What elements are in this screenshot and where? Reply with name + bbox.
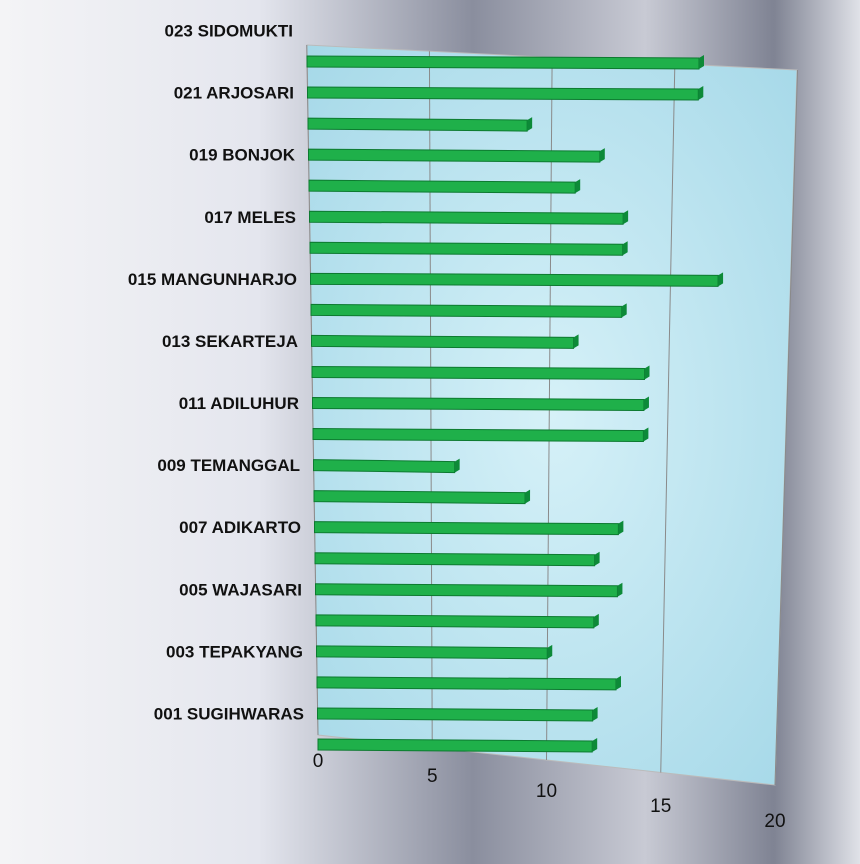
bar-end <box>616 675 621 690</box>
bar-end <box>617 582 623 597</box>
y-tick-label: 021 ARJOSARI <box>174 84 294 103</box>
bar <box>313 490 526 505</box>
y-tick-label: 009 TEMANGGAL <box>157 456 300 475</box>
bar <box>307 117 528 132</box>
bar-end <box>618 520 624 535</box>
bar <box>306 55 700 70</box>
bar <box>309 210 624 225</box>
bar <box>317 738 593 753</box>
bar <box>310 303 623 318</box>
y-tick-label: 015 MANGUNHARJO <box>128 270 297 289</box>
x-tick-label: 20 <box>764 811 785 832</box>
bar <box>317 707 594 722</box>
bar <box>316 676 617 691</box>
bar-end <box>594 551 600 566</box>
bar <box>316 645 548 660</box>
bar <box>314 552 596 567</box>
bar-end <box>643 427 649 442</box>
bar <box>308 179 576 194</box>
y-tick-label: 001 SUGIHWARAS <box>154 704 304 723</box>
bar-end <box>643 396 649 411</box>
y-tick-label: 023 SIDOMUKTI <box>165 21 293 40</box>
bar-end <box>644 365 650 380</box>
y-tick-label: 007 ADIKARTO <box>179 518 301 537</box>
bar-end <box>592 738 598 752</box>
bar-end <box>547 644 553 659</box>
bar-end <box>454 458 460 473</box>
bar <box>312 428 644 443</box>
bar-end <box>525 489 531 504</box>
bar <box>310 272 719 287</box>
bar-end <box>698 86 704 101</box>
bar-end <box>621 303 627 318</box>
bar-end <box>699 55 704 69</box>
y-tick-label: 011 ADILUHUR <box>179 394 299 413</box>
bar-end <box>622 241 628 256</box>
bar-end <box>718 272 724 287</box>
bar <box>315 614 595 629</box>
x-tick-label: 0 <box>313 751 324 772</box>
y-tick-label: 019 BONJOK <box>189 146 296 165</box>
y-tick-label: 003 TEPAKYANG <box>166 642 303 661</box>
x-tick-label: 15 <box>650 796 671 817</box>
grid-line <box>660 63 676 773</box>
bar <box>309 241 624 256</box>
x-tick-label: 5 <box>427 766 438 787</box>
bar-end <box>527 117 533 132</box>
bar <box>311 334 575 349</box>
bar <box>315 583 618 598</box>
bar <box>312 396 645 412</box>
bar <box>307 86 699 101</box>
bar-end <box>573 334 579 349</box>
bar-end <box>592 706 598 721</box>
grid-line <box>774 69 799 786</box>
y-tick-label: 017 MELES <box>204 208 296 227</box>
bar-end <box>599 148 605 163</box>
bar <box>314 521 619 536</box>
y-tick-label: 005 WAJASARI <box>179 580 302 599</box>
bar <box>311 365 645 380</box>
y-tick-label: 013 SEKARTEJA <box>162 332 298 351</box>
x-tick-label: 10 <box>536 781 557 802</box>
bar-end <box>623 210 629 225</box>
bar-end <box>593 613 599 628</box>
bar-end <box>575 179 581 194</box>
bar <box>313 459 456 474</box>
bar <box>308 148 601 163</box>
